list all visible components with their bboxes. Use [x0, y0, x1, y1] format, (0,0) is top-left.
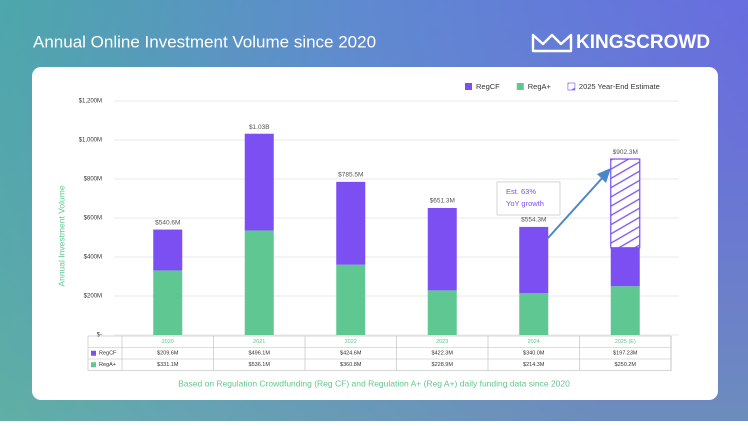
- y-tick-label: $800M: [84, 177, 102, 183]
- y-tick-label: $1,000M: [79, 138, 102, 144]
- total-label: $540.6M: [155, 219, 180, 226]
- bar-segment: [519, 293, 549, 335]
- x-tick-label: 2022: [345, 339, 357, 345]
- bar-segment: [610, 286, 640, 335]
- bar-segment: [244, 230, 274, 335]
- y-tick-label: $400M: [84, 255, 102, 261]
- y-tick-label: $-: [97, 333, 102, 339]
- bar-segment: [336, 264, 366, 335]
- table-cell: $422.3M: [432, 351, 454, 357]
- x-tick-label: 2023: [436, 339, 448, 345]
- annotation-text: Est. 63%: [506, 187, 536, 196]
- legend-label: RegCF: [476, 82, 500, 91]
- annotation-box: [496, 181, 561, 216]
- logo-text: KINGSCROWD: [576, 32, 710, 53]
- footnote: Based on Regulation Crowdfunding (Reg CF…: [178, 378, 570, 388]
- logo: KINGSCROWD: [531, 32, 710, 53]
- table-cell: $214.3M: [523, 362, 545, 368]
- table-cell: $250.2M: [615, 362, 637, 368]
- bar-segment: [610, 158, 641, 249]
- table-cell: $340.0M: [523, 351, 545, 357]
- page-title: Annual Online Investment Volume since 20…: [33, 32, 376, 51]
- annotation-arrow: [547, 175, 605, 239]
- y-axis-label: Annual Investment Volume: [56, 185, 66, 286]
- bar-segment: [519, 226, 549, 294]
- y-tick-label: $1,200M: [79, 99, 102, 105]
- total-label: $1.03B: [249, 124, 270, 131]
- x-tick-label: 2021: [253, 339, 265, 345]
- legend-swatch: [516, 83, 524, 90]
- legend-swatch: [567, 82, 576, 91]
- bar-segment: [427, 290, 457, 335]
- table-cell: $197.23M: [613, 351, 638, 357]
- table-cell: $536.1M: [249, 362, 271, 368]
- table-cell: $424.6M: [340, 351, 362, 357]
- table-swatch: [91, 350, 96, 356]
- annotation-text: YoY growth: [506, 199, 544, 208]
- x-tick-label: 2020: [162, 339, 174, 345]
- annotation-arrowhead: [597, 168, 611, 183]
- total-label: $554.3M: [521, 217, 546, 224]
- y-tick-label: $200M: [84, 294, 102, 300]
- table-cell: $360.8M: [340, 362, 362, 368]
- bar-segment: [153, 270, 183, 335]
- bar-segment: [336, 181, 366, 265]
- bar-segment: [244, 133, 274, 231]
- table-cell: $496.1M: [249, 351, 271, 357]
- x-tick-label: 2025 (E): [615, 339, 636, 345]
- legend-swatch: [465, 83, 472, 90]
- bar-segment: [153, 229, 183, 271]
- table-cell: $228.9M: [432, 362, 454, 368]
- legend-label: 2025 Year-End Estimate: [579, 82, 660, 91]
- table-row-label: RegA+: [99, 362, 116, 368]
- x-tick-label: 2024: [528, 339, 540, 345]
- table-swatch: [91, 362, 96, 368]
- total-label: $785.5M: [338, 172, 363, 179]
- y-tick-label: $600M: [84, 216, 102, 222]
- logo-crown: [531, 33, 573, 53]
- table-cell: $331.1M: [157, 362, 179, 368]
- bar-segment: [610, 247, 640, 287]
- table-row-label: RegCF: [99, 351, 117, 357]
- total-label: $651.3M: [430, 198, 455, 205]
- total-label: $902.3M: [613, 149, 638, 156]
- legend-label: RegA+: [528, 82, 552, 91]
- bar-segment: [427, 208, 457, 291]
- table-cell: $209.6M: [157, 351, 179, 357]
